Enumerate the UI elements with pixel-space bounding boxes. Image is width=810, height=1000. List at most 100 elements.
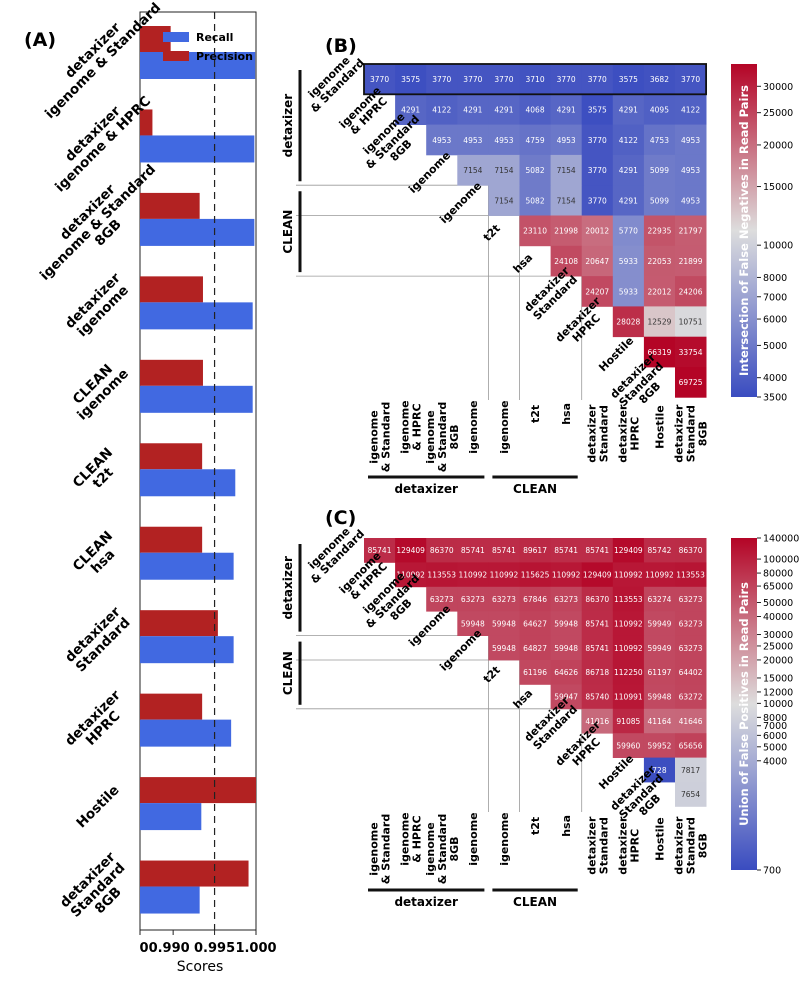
column-label-line: t2t	[529, 405, 542, 423]
column-label-line: igenome	[467, 400, 480, 453]
cell-value: 63273	[461, 595, 485, 604]
colorbar-tick-label: 65000	[763, 582, 793, 593]
cell-value: 5082	[526, 196, 545, 205]
heatmap-cell	[612, 684, 645, 710]
heatmap-cell	[550, 562, 583, 588]
heatmap-cell	[519, 562, 551, 588]
column-label: detaxizerStandard8GB	[673, 404, 710, 463]
colorbar-tick-label: 5000	[763, 742, 787, 753]
cell-value: 85741	[585, 644, 609, 653]
cell-value: 3770	[432, 75, 451, 84]
cell-value: 67846	[523, 595, 547, 604]
precision-bar	[140, 693, 203, 720]
colorbar-title: Intersection of False Negatives in Read …	[737, 85, 751, 376]
heatmap-cell	[675, 782, 707, 807]
heatmap-cell	[612, 635, 645, 661]
heatmap-cell	[550, 94, 583, 125]
colorbar-tick-label: 3500	[763, 393, 787, 404]
colorbar-tick-label: 80000	[763, 569, 793, 580]
cell-value: 4953	[557, 136, 576, 145]
heatmap-cell	[643, 708, 676, 734]
cell-value: 5770	[619, 227, 638, 236]
colorbar-tick-label: 50000	[763, 598, 793, 609]
cell-value: 63273	[430, 595, 454, 604]
column-label-line: detaxizer	[585, 404, 598, 463]
colorbar-tick-label: 30000	[763, 630, 793, 641]
column-group-label: detaxizer	[394, 482, 458, 496]
column-label-line: detaxizer	[616, 404, 629, 463]
heatmap-cell	[488, 185, 520, 216]
colorbar-tick-label: 15000	[763, 182, 793, 193]
recall-bar	[140, 552, 234, 580]
cell-value: 7654	[681, 790, 700, 799]
cell-value: 4953	[681, 166, 700, 175]
cell-value: 59952	[648, 741, 672, 750]
column-label-line: 8GB	[448, 424, 461, 449]
cell-value: 59947	[554, 693, 578, 702]
x-tick-label: 1.000	[235, 941, 276, 956]
cell-value: 59949	[648, 644, 672, 653]
column-label-line: igenome	[399, 812, 412, 865]
column-label-line: Standard	[685, 817, 698, 874]
colorbar-tick-label: 10000	[763, 241, 793, 252]
cell-value: 24206	[679, 287, 703, 296]
heatmap-cell	[675, 276, 707, 307]
heatmap-cell	[643, 276, 676, 307]
colorbar-tick-label: 8000	[763, 273, 787, 284]
cell-value: 4953	[681, 196, 700, 205]
panel-b-label: (B)	[325, 35, 357, 57]
heatmap-cell	[519, 611, 551, 636]
category-label: Hostile	[73, 782, 122, 831]
cell-value: 21797	[679, 227, 703, 236]
panel-a-label: (A)	[24, 29, 56, 51]
cell-value: 59948	[554, 619, 578, 628]
cell-value: 4095	[650, 105, 669, 114]
cell-value: 3575	[588, 105, 607, 114]
column-label-line: & HPRC	[411, 403, 424, 450]
row-group-label: CLEAN	[281, 210, 295, 254]
heatmap-cell	[488, 562, 520, 588]
category-label: detaxizerHPRC	[62, 687, 134, 759]
heatmap-cell	[675, 94, 707, 125]
panel-b: (B) 3770 3575 3770 3770 3770 3710 3770 3770 3575 3…	[281, 35, 793, 496]
cell-value: 110992	[552, 571, 581, 580]
column-label-line: Standard	[597, 817, 610, 874]
column-label-line: & Standard	[436, 402, 449, 472]
column-label: igenome& HPRC	[399, 400, 424, 453]
cell-value: 21899	[679, 257, 703, 266]
category-label: CLEANt2t	[70, 445, 127, 502]
category-label-line: Hostile	[73, 782, 122, 831]
recall-bar	[140, 52, 256, 79]
recall-bar	[140, 302, 253, 330]
recall-bar	[140, 385, 253, 413]
recall-bar	[140, 636, 234, 664]
panel-c: (C) 85741 129409 86370 85741 85741 89617 85741 8…	[281, 507, 799, 909]
cell-value: 4291	[619, 166, 638, 175]
cell-value: 113553	[427, 571, 456, 580]
column-label-line: Standard	[685, 405, 698, 462]
cell-value: 3770	[681, 75, 700, 84]
row-label: hsa	[511, 251, 536, 276]
recall-bar	[140, 886, 200, 914]
cell-value: 41164	[648, 717, 672, 726]
cell-value: 4753	[650, 136, 669, 145]
cell-value: 59948	[492, 619, 516, 628]
cell-value: 7154	[557, 166, 576, 175]
colorbar-tick-label: 4000	[763, 373, 787, 384]
cell-value: 5082	[526, 166, 545, 175]
category-label: CLEANigenome	[64, 356, 132, 424]
heatmap-cell	[426, 562, 458, 588]
column-label-line: & Standard	[436, 814, 449, 884]
heatmap-cell	[364, 538, 396, 563]
column-label-line: HPRC	[628, 417, 641, 451]
heatmap-cell	[581, 562, 614, 588]
row-label: igenome	[437, 179, 484, 226]
row-label-line: hsa	[511, 687, 536, 712]
cell-value: 66319	[648, 348, 672, 357]
row-group-label: detaxizer	[281, 94, 295, 158]
cell-value: 63273	[679, 595, 703, 604]
cell-value: 110991	[614, 693, 643, 702]
column-label-line: 8GB	[448, 836, 461, 861]
heatmap-cell	[581, 154, 614, 186]
cell-value: 129409	[396, 546, 425, 555]
